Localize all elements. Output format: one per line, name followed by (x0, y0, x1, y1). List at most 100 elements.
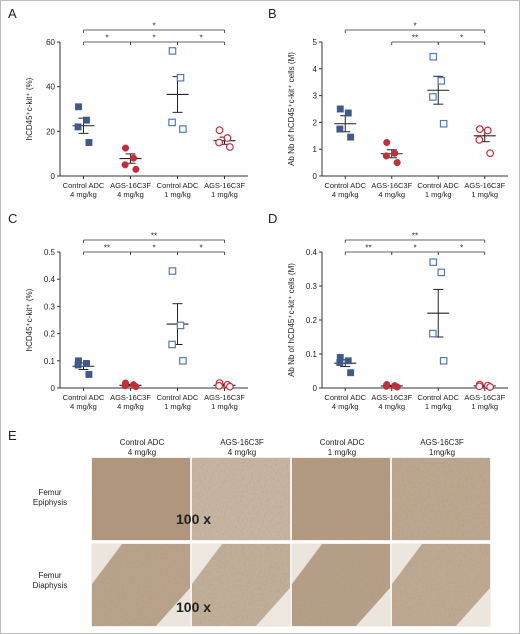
panel-label-c: C (8, 211, 17, 226)
x-tick-label-b-1: AGS-16C3F (371, 181, 412, 190)
y-tick-label-b-5: 5 (313, 38, 318, 47)
data-point-b-1-0 (383, 138, 391, 147)
micro-col-3-line2: 1 mg/kg (328, 448, 356, 457)
data-point-a-3-2 (215, 138, 224, 147)
micrograph-r2-c3 (291, 543, 391, 627)
micrograph-texture-r1-c2 (192, 458, 290, 540)
data-point-a-0-1 (83, 116, 90, 124)
x-tick-label-a-0: Control ADC (63, 181, 105, 190)
data-point-b-0-0 (336, 105, 344, 113)
data-point-d-2-0 (429, 258, 438, 267)
micro-col-1-line1: Control ADC (120, 438, 165, 447)
magnification-label-top: 100 x (176, 511, 211, 527)
y-tick-label-c-1: 0.1 (44, 357, 56, 366)
y-tick-label-d-0: 0 (313, 384, 318, 393)
x-tick-label-b-3: AGS-16C3F (464, 181, 505, 190)
x-tick-sublabel-a-1: 4 mg/kg (117, 190, 144, 199)
y-tick-label-b-4: 4 (313, 65, 318, 74)
y-tick-label-c-3: 0.3 (44, 302, 56, 311)
x-tick-sublabel-d-3: 1 mg/kg (471, 402, 498, 411)
data-point-b-3-2 (475, 135, 484, 144)
x-tick-sublabel-b-3: 1 mg/kg (471, 190, 498, 199)
x-tick-sublabel-c-2: 1 mg/kg (164, 402, 191, 411)
micrograph-r1-c1 (91, 457, 191, 541)
data-point-c-2-3 (179, 357, 187, 365)
data-point-b-3-0 (475, 125, 484, 134)
x-tick-sublabel-d-0: 4 mg/kg (332, 402, 359, 411)
chart-d: 0 0.1 0.2 0.3 0.4 Ab Nb of hCD45⁺c-kit⁺ cells… (287, 232, 508, 411)
x-tick-sublabel-b-2: 1 mg/kg (425, 190, 452, 199)
data-point-c-0-2 (74, 361, 82, 369)
y-tick-label-b-0: 0 (313, 172, 318, 181)
data-point-d-0-2 (336, 359, 344, 366)
sig-label-a-3: * (199, 34, 202, 43)
y-tick-label-c-5: 0.5 (44, 248, 56, 257)
micrograph-r2-c4 (391, 543, 491, 627)
data-point-d-0-1 (344, 357, 352, 365)
data-point-d-2-3 (439, 357, 448, 365)
x-tick-label-d-3: AGS-16C3F (464, 393, 505, 402)
micro-col-2-line2: 4 mg/kg (228, 448, 256, 457)
data-point-b-2-3 (439, 119, 448, 128)
micro-col-2-line1: AGS-16C3F (220, 438, 264, 447)
micrograph-r1-c3 (291, 457, 391, 541)
data-point-c-0-1 (83, 360, 90, 367)
sig-label-a-2: * (152, 34, 155, 43)
data-point-b-1-2 (382, 152, 390, 160)
y-tick-label-c-4: 0.4 (44, 275, 56, 284)
data-point-a-3-0 (215, 126, 224, 135)
y-tick-label-c-0: 0 (51, 384, 56, 393)
x-tick-label-c-0: Control ADC (63, 393, 105, 402)
x-tick-sublabel-c-0: 4 mg/kg (70, 402, 97, 411)
data-point-b-2-1 (437, 77, 446, 85)
sig-label-c-0: ** (151, 232, 157, 241)
sig-label-b-1: ** (412, 34, 418, 43)
micro-col-1-line2: 4 mg/kg (128, 448, 156, 457)
sig-label-d-0: ** (412, 232, 418, 241)
data-point-c-2-2 (168, 340, 176, 349)
sig-label-d-3: * (460, 244, 463, 253)
data-point-b-1-3 (393, 159, 401, 167)
data-point-a-2-0 (168, 47, 177, 55)
x-tick-label-c-3: AGS-16C3F (204, 393, 245, 402)
micro-row-2-line1: Femur (38, 571, 61, 580)
micro-col-4-line1: AGS-16C3F (420, 438, 464, 447)
x-tick-label-b-0: Control ADC (324, 181, 366, 190)
data-point-b-3-1 (483, 126, 492, 135)
data-point-d-3-3 (486, 383, 495, 391)
data-point-a-0-3 (85, 139, 93, 146)
data-point-c-0-3 (85, 370, 93, 378)
data-point-a-1-1 (129, 154, 138, 162)
data-point-d-2-2 (429, 329, 437, 338)
x-tick-sublabel-b-0: 4 mg/kg (332, 190, 359, 199)
micro-col-4-line2: 1mg/kg (429, 448, 455, 457)
chart-c: 0 0.1 0.2 0.3 0.4 0.5 hCD45⁺c-kit⁺ (%) Control … (25, 232, 248, 411)
x-tick-sublabel-a-0: 4 mg/kg (70, 190, 97, 199)
data-point-b-0-2 (336, 125, 344, 133)
x-tick-sublabel-d-2: 1 mg/kg (425, 402, 452, 411)
sig-label-b-2: * (460, 34, 463, 43)
micrograph-texture-r1-c3 (292, 458, 390, 540)
y-tick-label-d-1: 0.1 (306, 350, 318, 359)
x-tick-label-c-2: Control ADC (157, 393, 199, 402)
chart-b: 0 1 2 3 4 5 Ab Nb of hCD45⁺c-kit⁺ cells (M) Con… (287, 22, 508, 199)
data-point-b-3-3 (486, 149, 495, 158)
micrograph-grid (91, 457, 491, 627)
y-tick-label-a-2: 40 (46, 83, 55, 92)
y-axis-label-b: Ab Nb of hCD45⁺c-kit⁺ cells (M) (287, 52, 296, 166)
x-tick-label-a-3: AGS-16C3F (204, 181, 245, 190)
sig-label-c-2: * (152, 244, 155, 253)
y-tick-label-a-0: 0 (51, 172, 56, 181)
micrograph-edge-top-r2-c1 (92, 544, 122, 584)
panel-label-b: B (268, 6, 277, 21)
data-point-b-0-1 (344, 109, 352, 117)
data-point-d-2-1 (437, 268, 446, 277)
data-point-a-1-3 (132, 165, 140, 173)
micrograph-r2-c2 (191, 543, 291, 627)
x-tick-sublabel-c-3: 1 mg/kg (211, 402, 238, 411)
data-point-b-2-0 (429, 52, 438, 61)
x-tick-label-a-2: Control ADC (157, 181, 199, 190)
x-tick-label-d-2: Control ADC (417, 393, 459, 402)
x-tick-sublabel-a-3: 1 mg/kg (211, 190, 238, 199)
